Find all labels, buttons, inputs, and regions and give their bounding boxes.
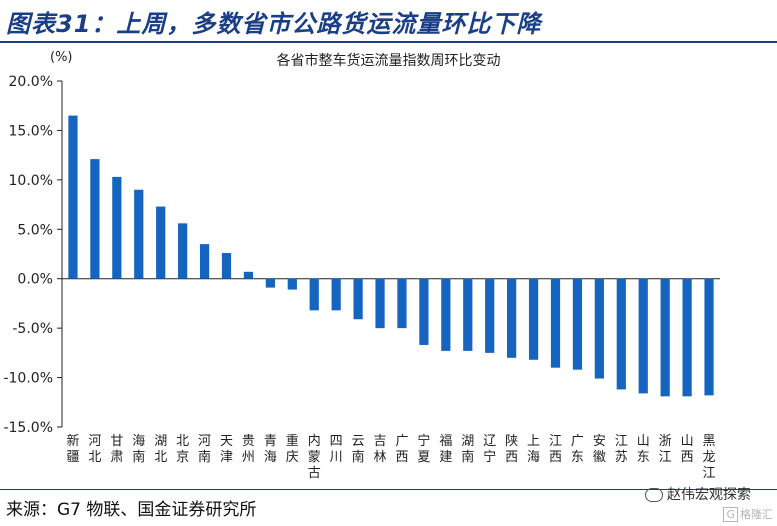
y-tick-label: 15.0% — [9, 123, 53, 139]
x-tick-label: 广西 — [395, 434, 408, 465]
bar — [243, 271, 254, 279]
chart-title: 各省市整车货运流量指数周环比变动 — [276, 53, 501, 69]
x-tick-label: 新疆 — [66, 433, 79, 465]
bar — [463, 278, 473, 351]
x-tick-label: 广东 — [571, 434, 584, 465]
x-tick-label: 上海 — [527, 434, 540, 465]
watermark-text: 格隆汇 — [740, 508, 773, 521]
bar — [375, 278, 385, 329]
x-tick-label: 江西 — [549, 434, 562, 465]
source-note: 来源：G7 物联、国金证券研究所 — [6, 500, 257, 520]
watermark: G 格隆汇 — [723, 506, 773, 522]
y-tick-label: 10.0% — [9, 173, 53, 189]
bar — [550, 278, 561, 368]
x-tick-label: 江苏 — [615, 434, 628, 465]
bar — [616, 278, 626, 390]
x-tick-label: 天津 — [220, 434, 233, 465]
bar — [287, 278, 297, 290]
bar — [397, 278, 407, 329]
bar — [90, 159, 100, 279]
x-tick-label: 福建 — [439, 434, 452, 465]
bar — [199, 244, 210, 279]
x-tick-label: 安徽 — [593, 434, 606, 465]
bars — [68, 115, 714, 397]
x-tick-label: 河北 — [88, 434, 101, 465]
watermark-logo-icon: G — [723, 507, 738, 522]
x-tick-label: 重庆 — [286, 433, 299, 465]
bar — [704, 278, 714, 396]
bar — [507, 278, 517, 358]
bar — [419, 278, 429, 345]
y-tick-label: -10.0% — [3, 371, 53, 387]
x-tick-label: 山东 — [637, 434, 650, 465]
x-tick-label: 贵州 — [242, 434, 255, 465]
wechat-icon — [645, 488, 663, 502]
bar — [441, 278, 451, 351]
x-tick-label: 黑龙江 — [703, 434, 716, 481]
brand-label: 赵伟宏观探索 — [645, 484, 751, 504]
y-axis-unit: (%) — [50, 50, 73, 65]
bar — [660, 278, 670, 397]
y-tick-label: 5.0% — [17, 222, 53, 238]
bar — [682, 278, 692, 397]
bar — [68, 115, 78, 279]
x-tick-label: 北京 — [176, 434, 189, 465]
bar — [178, 223, 188, 279]
bar-chart: -15.0% -10.0% -5.0% 0.0% 5.0% 10.0% 15.0% 20.0%… — [3, 74, 720, 481]
brand-name: 赵伟宏观探索 — [667, 487, 751, 503]
header: 图表31：上周，多数省市公路货运流量环比下降 — [0, 0, 777, 43]
bar — [331, 278, 341, 311]
x-tick-label: 浙江 — [659, 434, 672, 465]
y-tick-label: -5.0% — [12, 321, 53, 337]
x-tick-label: 陕西 — [505, 434, 518, 465]
x-tick-label: 湖北 — [154, 434, 167, 465]
x-tick-label: 山西 — [681, 434, 694, 465]
footer-divider — [0, 489, 777, 490]
x-tick-label: 青海 — [264, 434, 277, 465]
y-tick-label: 0.0% — [17, 272, 53, 288]
x-tick-label: 宁夏 — [417, 433, 430, 465]
bar — [156, 206, 166, 279]
bar — [134, 189, 144, 279]
x-tick-label: 云南 — [352, 434, 365, 465]
bar — [353, 278, 363, 320]
x-tick-label: 四川 — [330, 434, 343, 465]
y-tick-label: -15.0% — [3, 420, 53, 436]
x-tick-label: 吉林 — [374, 434, 387, 465]
bar — [594, 278, 604, 379]
x-tick-label: 河南 — [198, 434, 211, 465]
figure-title: 图表31：上周，多数省市公路货运流量环比下降 — [6, 10, 542, 38]
x-tick-label: 内蒙古 — [308, 433, 321, 481]
y-tick-label: 20.0% — [9, 74, 53, 90]
x-tick-label: 甘肃 — [110, 434, 123, 465]
x-tick-label: 海南 — [132, 434, 145, 465]
bar — [112, 176, 122, 279]
bar — [221, 253, 232, 279]
y-axis: -15.0% -10.0% -5.0% 0.0% 5.0% 10.0% 15.0% 20.0% — [3, 74, 720, 436]
header-divider — [0, 41, 777, 43]
x-tick-label: 湖南 — [461, 434, 474, 465]
bar — [528, 278, 539, 360]
bar — [638, 278, 648, 394]
bar — [572, 278, 583, 370]
bar — [265, 278, 275, 288]
bar — [309, 278, 319, 311]
x-tick-label: 辽宁 — [483, 434, 496, 465]
bar — [485, 278, 495, 353]
x-axis-labels: 新疆河北甘肃海南湖北北京河南天津贵州青海重庆内蒙古四川云南吉林广西宁夏福建湖南辽… — [66, 433, 715, 481]
